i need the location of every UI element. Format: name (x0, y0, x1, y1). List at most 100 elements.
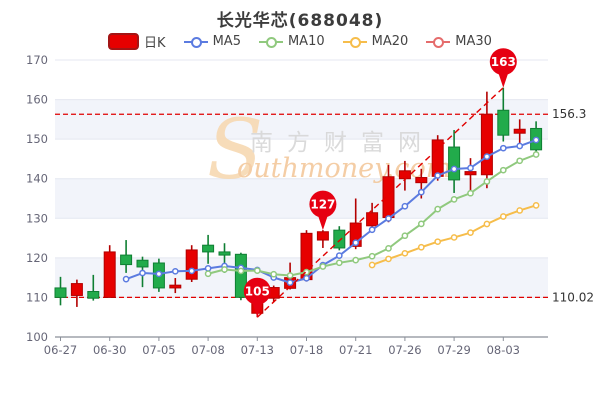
candle-body (513, 128, 526, 134)
ma5-point (450, 165, 458, 173)
ma10-point (237, 267, 245, 275)
ma5-point (303, 274, 310, 282)
price-line-label: 110.02 (552, 290, 594, 304)
min-max-trendline (256, 87, 504, 318)
watermark-cn: 南方财富网 (250, 130, 435, 156)
candle-body (54, 287, 67, 298)
candle-body (366, 212, 379, 227)
ma5-point (335, 252, 343, 259)
x-tick-label: 07-29 (437, 343, 470, 357)
band (55, 99, 548, 140)
ma10-point (467, 189, 474, 197)
ma10-point (204, 270, 212, 278)
x-tick-label: 07-18 (290, 343, 323, 357)
ma10-point (286, 272, 294, 279)
x-tick-label: 08-03 (487, 343, 520, 357)
candle-body (120, 254, 133, 266)
ma20-point (516, 207, 524, 214)
ma10-point (270, 270, 278, 278)
candle-body (349, 222, 362, 247)
ma20-point (434, 238, 442, 246)
ma10-point (401, 232, 409, 240)
ma5-point (204, 265, 212, 272)
ma20-marker-icon (342, 36, 367, 48)
legend-item-ma5[interactable]: MA5 (183, 34, 241, 49)
price-line-label: 156.3 (552, 107, 586, 121)
x-tick-label: 07-21 (339, 343, 372, 357)
ma10-marker-icon (258, 36, 283, 48)
reference-lines (55, 113, 548, 298)
ma10-point (368, 252, 376, 260)
ma10-point (385, 245, 392, 252)
ma10-point (253, 267, 261, 274)
ma5-point (401, 202, 409, 210)
y-tick-label: 110 (26, 290, 48, 304)
peak-marker (309, 190, 337, 218)
ma5-point (385, 215, 392, 222)
candle-body (316, 231, 329, 241)
y-tick-label: 130 (26, 211, 48, 225)
x-tick-label: 07-05 (142, 343, 175, 357)
ma5-point (417, 188, 425, 196)
candle-body (70, 283, 83, 296)
ma5-point (155, 270, 163, 278)
ma30-marker-icon (426, 36, 451, 48)
legend-item-dayk[interactable]: 日K (108, 32, 166, 51)
ma5-point (434, 172, 442, 179)
ma5-point (352, 239, 360, 247)
ma10-point (516, 157, 524, 165)
ma5-point (483, 153, 491, 160)
ma20-point (467, 229, 474, 237)
ma10-point (499, 166, 507, 174)
ma20-point (499, 213, 507, 220)
ma5-point (122, 275, 130, 283)
ma10-point (221, 266, 228, 273)
candle-body (415, 177, 428, 184)
ma5-point (368, 226, 376, 234)
ma10-point (450, 196, 458, 203)
ma5-point (532, 136, 540, 144)
y-tick-label: 170 (26, 53, 48, 67)
moving-average-lines (122, 136, 540, 286)
ma20-point (401, 249, 409, 257)
candle-body (234, 253, 247, 298)
candle-body (333, 229, 346, 249)
peak-marker-label: 127 (310, 198, 335, 212)
ma20-point (483, 220, 491, 228)
max-marker-label: 163 (491, 55, 516, 69)
legend-item-ma20[interactable]: MA20 (342, 34, 409, 49)
y-tick-label: 120 (26, 251, 48, 265)
candle-body (87, 290, 100, 299)
band (55, 178, 548, 219)
ma20-point (385, 255, 392, 263)
ma20-point (417, 243, 425, 251)
ma10-point (417, 220, 425, 228)
x-tick-label: 07-08 (191, 343, 224, 357)
candle-body (382, 176, 395, 218)
candle-body (103, 251, 116, 298)
ma5-point (467, 164, 474, 172)
ma5-point (188, 267, 196, 275)
legend-item-ma10[interactable]: MA10 (258, 34, 325, 49)
candle-body (464, 171, 477, 176)
candle-body (398, 170, 411, 180)
price-markers: 163 127 105 (243, 48, 517, 318)
ma5-point (139, 269, 146, 277)
legend-label: MA20 (371, 34, 409, 49)
candle-body (448, 146, 461, 181)
legend-item-ma30[interactable]: MA30 (426, 34, 492, 49)
ma10-point (352, 256, 360, 264)
legend-label: MA5 (212, 34, 241, 49)
candle-body (169, 284, 182, 289)
ma5-point (286, 279, 294, 286)
ma10-point (335, 259, 343, 267)
candle-body (185, 249, 198, 280)
y-tick-label: 100 (26, 330, 48, 344)
ma10-point (319, 263, 327, 270)
legend-label: 日K (144, 36, 166, 51)
x-tick-label: 06-27 (44, 343, 77, 357)
ma5-marker-icon (183, 36, 208, 48)
background-bands (55, 99, 548, 298)
ma5-point (171, 267, 179, 275)
